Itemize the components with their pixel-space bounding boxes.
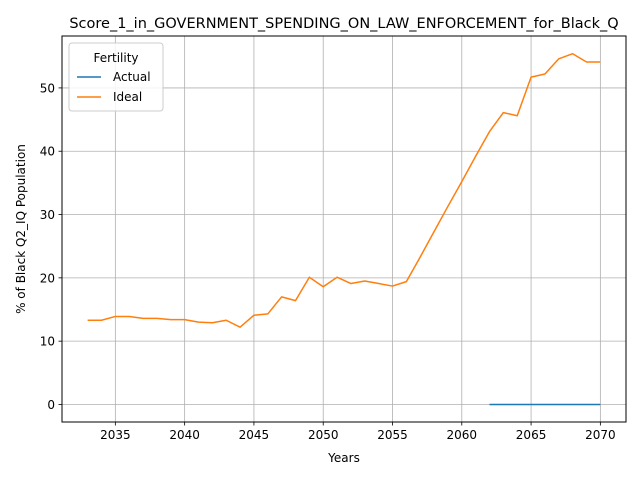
series-line-ideal (87, 52, 601, 328)
x-tick-label: 2035 (100, 428, 131, 442)
legend-label-actual: Actual (113, 70, 151, 84)
legend: Fertility Actual Ideal (68, 42, 164, 112)
x-tick-label: 2040 (169, 428, 200, 442)
y-tick-label: 40 (40, 145, 55, 159)
y-tick-label: 30 (40, 208, 55, 222)
legend-title: Fertility (93, 51, 138, 65)
y-tick-label: 10 (40, 335, 55, 349)
legend-label-ideal: Ideal (113, 90, 142, 104)
grid-lines (62, 36, 626, 422)
x-tick-label: 2060 (447, 428, 478, 442)
legend-box (68, 42, 164, 112)
x-axis-ticks: 2035 2040 2045 2050 2055 2060 2065 2070 (100, 422, 616, 442)
x-tick-label: 2045 (239, 428, 270, 442)
chart-title: Score_1_in_GOVERNMENT_SPENDING_ON_LAW_EN… (69, 16, 618, 32)
x-tick-label: 2055 (377, 428, 408, 442)
y-tick-label: 0 (47, 398, 55, 412)
y-axis-ticks: 0 10 20 30 40 50 (40, 81, 62, 412)
plot-frame (61, 35, 627, 423)
x-axis-label: Years (327, 451, 360, 465)
x-tick-label: 2050 (308, 428, 339, 442)
y-tick-label: 20 (40, 271, 55, 285)
x-tick-label: 2070 (585, 428, 616, 442)
y-axis-label: % of Black Q2_IQ Population (14, 144, 28, 314)
y-tick-label: 50 (40, 81, 55, 95)
x-tick-label: 2065 (516, 428, 547, 442)
series-lines (87, 52, 601, 406)
